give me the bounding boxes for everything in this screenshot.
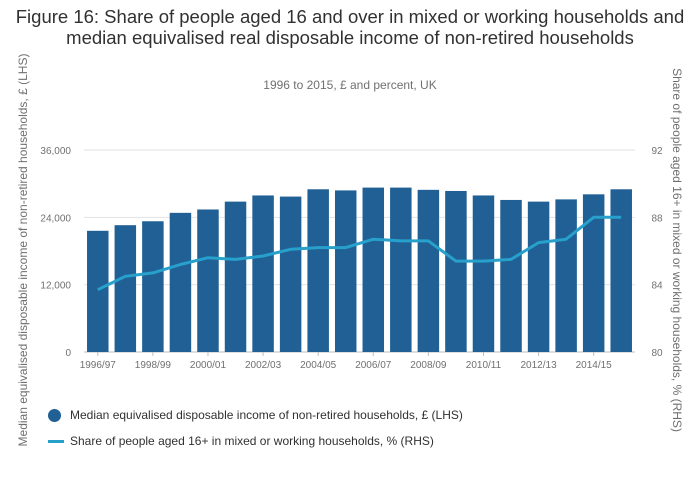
bar[interactable] [307, 189, 329, 352]
x-tick-label: 2004/05 [300, 360, 337, 371]
y-right-tick-label: 88 [651, 213, 663, 224]
y-left-tick-label: 24,000 [40, 213, 71, 224]
line-path[interactable] [97, 215, 622, 292]
bar[interactable] [417, 189, 440, 352]
legend-item-line[interactable]: Share of people aged 16+ in mixed or wor… [48, 434, 434, 448]
y-right-tick-label: 84 [651, 281, 663, 292]
legend-label-line: Share of people aged 16+ in mixed or wor… [70, 434, 434, 448]
x-tick-label: 2012/13 [520, 360, 557, 371]
x-tick-label: 2014/15 [576, 360, 613, 371]
bar[interactable] [582, 194, 605, 352]
legend-item-bars[interactable]: Median equivalised disposable income of … [48, 408, 463, 422]
x-tick-label: 2010/11 [466, 360, 502, 371]
bar[interactable] [390, 187, 412, 352]
y-left-tick-label: 12,000 [40, 281, 71, 292]
y-right-tick-label: 92 [651, 146, 663, 157]
y-axis-right-ticks: 80 84 88 92 [651, 146, 663, 359]
x-tick-label: 1998/99 [135, 360, 172, 371]
bar[interactable] [197, 209, 219, 352]
chart-subtitle: 1996 to 2015, £ and percent, UK [263, 78, 437, 92]
bar[interactable] [472, 195, 495, 352]
line-series [97, 215, 622, 292]
bar[interactable] [224, 201, 247, 352]
x-axis-ticks: 1996/97 1998/99 2000/01 2002/03 2004/05 2006/… [80, 352, 612, 371]
bar[interactable] [362, 187, 385, 352]
bar-series [87, 187, 632, 352]
y-axis-left-ticks: 0 12,000 24,000 36,000 [40, 146, 71, 359]
bar[interactable] [610, 189, 632, 352]
bar[interactable] [500, 199, 522, 352]
bar[interactable] [87, 230, 109, 352]
y-axis-left-title: Median equivalised disposable income of … [16, 54, 30, 447]
chart-title: Figure 16: Share of people aged 16 and o… [15, 6, 685, 48]
bar[interactable] [169, 212, 192, 352]
x-tick-label: 2006/07 [355, 360, 392, 371]
bar[interactable] [142, 221, 164, 352]
y-right-tick-label: 80 [651, 348, 663, 359]
legend-label-bars: Median equivalised disposable income of … [70, 408, 463, 422]
x-tick-label: 2002/03 [245, 360, 282, 371]
bar[interactable] [252, 195, 274, 352]
bar[interactable] [279, 196, 302, 352]
legend-dot-icon [48, 408, 61, 422]
y-left-tick-label: 36,000 [40, 146, 71, 157]
x-tick-label: 2000/01 [190, 360, 227, 371]
bar[interactable] [527, 201, 550, 352]
y-left-tick-label: 0 [65, 348, 71, 359]
legend-line-icon [48, 439, 64, 443]
bar[interactable] [555, 199, 577, 352]
x-tick-label: 1996/97 [80, 360, 117, 371]
bar[interactable] [114, 225, 137, 352]
bar[interactable] [334, 190, 357, 352]
x-tick-label: 2008/09 [410, 360, 447, 371]
bar[interactable] [445, 190, 467, 352]
y-axis-right-title: Share of people aged 16+ in mixed or wor… [670, 68, 684, 432]
gridlines [84, 149, 635, 353]
